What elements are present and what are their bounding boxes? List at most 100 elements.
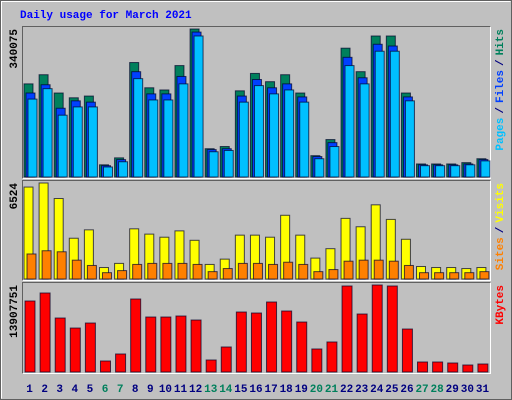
bar	[266, 301, 278, 373]
bar	[389, 50, 400, 178]
bar	[69, 327, 81, 373]
bar	[477, 363, 489, 373]
bar	[298, 263, 309, 280]
legend-entry: Pages	[495, 118, 507, 151]
x-tick-label: 26	[400, 384, 413, 396]
bar	[220, 346, 232, 373]
bar	[39, 292, 51, 373]
bar	[284, 89, 295, 178]
bar	[420, 165, 431, 178]
bar	[313, 271, 324, 280]
bar	[222, 268, 233, 280]
bar	[162, 262, 173, 280]
x-tick-label: 11	[174, 384, 188, 396]
x-tick-label: 21	[325, 384, 339, 396]
bar	[358, 259, 369, 280]
bar	[371, 284, 383, 373]
x-tick-label: 2	[41, 384, 48, 396]
bar	[296, 321, 308, 373]
bar	[147, 262, 158, 280]
bar	[462, 364, 474, 373]
legend: Pages / Files / Hits	[495, 29, 507, 151]
bar	[447, 362, 459, 373]
bar	[403, 264, 414, 280]
bar	[237, 262, 248, 280]
panel-bevel	[22, 180, 491, 281]
bar	[238, 101, 249, 178]
x-tick-label: 9	[147, 384, 154, 396]
bar	[268, 263, 279, 280]
bar	[56, 251, 67, 280]
x-tick-label: 18	[280, 384, 294, 396]
bar	[252, 262, 263, 280]
x-tick-label: 22	[340, 384, 353, 396]
legend-entry: Hits	[495, 29, 507, 55]
x-tick-label: 10	[159, 384, 172, 396]
bar	[432, 361, 444, 373]
panel-bevel	[22, 282, 491, 374]
bar	[479, 271, 490, 280]
bar	[192, 263, 203, 280]
x-tick-label: 29	[446, 384, 459, 396]
bar	[87, 106, 98, 178]
bar	[117, 270, 128, 280]
x-tick-label: 7	[117, 384, 124, 396]
bar	[359, 83, 370, 178]
x-tick-label: 12	[189, 384, 202, 396]
chart-title: Daily usage for March 2021	[20, 10, 192, 22]
bar	[160, 316, 172, 373]
bar	[386, 285, 398, 373]
bar	[54, 317, 66, 373]
bar	[86, 264, 97, 280]
x-tick-label: 17	[264, 384, 277, 396]
bar	[41, 250, 52, 280]
x-tick-label: 23	[355, 384, 369, 396]
bar	[235, 311, 247, 373]
x-tick-label: 27	[415, 384, 428, 396]
bar	[27, 98, 38, 178]
bar	[223, 149, 234, 178]
bar	[99, 360, 111, 373]
x-tick-label: 13	[204, 384, 218, 396]
bar	[417, 361, 429, 373]
bar	[299, 101, 310, 178]
bar	[450, 165, 461, 178]
bar	[401, 328, 413, 373]
bar	[72, 106, 83, 178]
legend-entry: KBytes	[495, 285, 507, 325]
bar	[57, 114, 68, 178]
bar	[283, 261, 294, 280]
bar	[178, 83, 189, 178]
y-tick-label: 340075	[9, 29, 21, 69]
bar	[115, 353, 127, 373]
bar	[269, 93, 280, 178]
legend-separator: /	[495, 107, 507, 114]
x-tick-label: 19	[295, 384, 308, 396]
x-tick-label: 6	[102, 384, 109, 396]
x-tick-label: 28	[431, 384, 445, 396]
bar	[329, 146, 340, 178]
bar	[388, 260, 399, 280]
legend-entry: Files	[495, 70, 507, 103]
legend-separator: /	[495, 226, 507, 233]
bar	[373, 259, 384, 280]
x-tick-label: 1	[26, 384, 33, 396]
bar	[404, 100, 415, 178]
x-tick-label: 31	[476, 384, 490, 396]
bar	[42, 88, 53, 178]
y-tick-label: 13907751	[9, 285, 21, 338]
x-tick-label: 4	[72, 384, 79, 396]
x-tick-label: 25	[385, 384, 399, 396]
bar	[130, 298, 142, 373]
bar	[344, 65, 355, 178]
bar	[465, 164, 476, 178]
bar	[207, 271, 218, 280]
bar	[464, 272, 475, 280]
bar	[326, 341, 338, 373]
bar	[71, 259, 82, 280]
bar	[480, 160, 491, 178]
x-tick-label: 14	[219, 384, 233, 396]
bar	[341, 285, 353, 373]
